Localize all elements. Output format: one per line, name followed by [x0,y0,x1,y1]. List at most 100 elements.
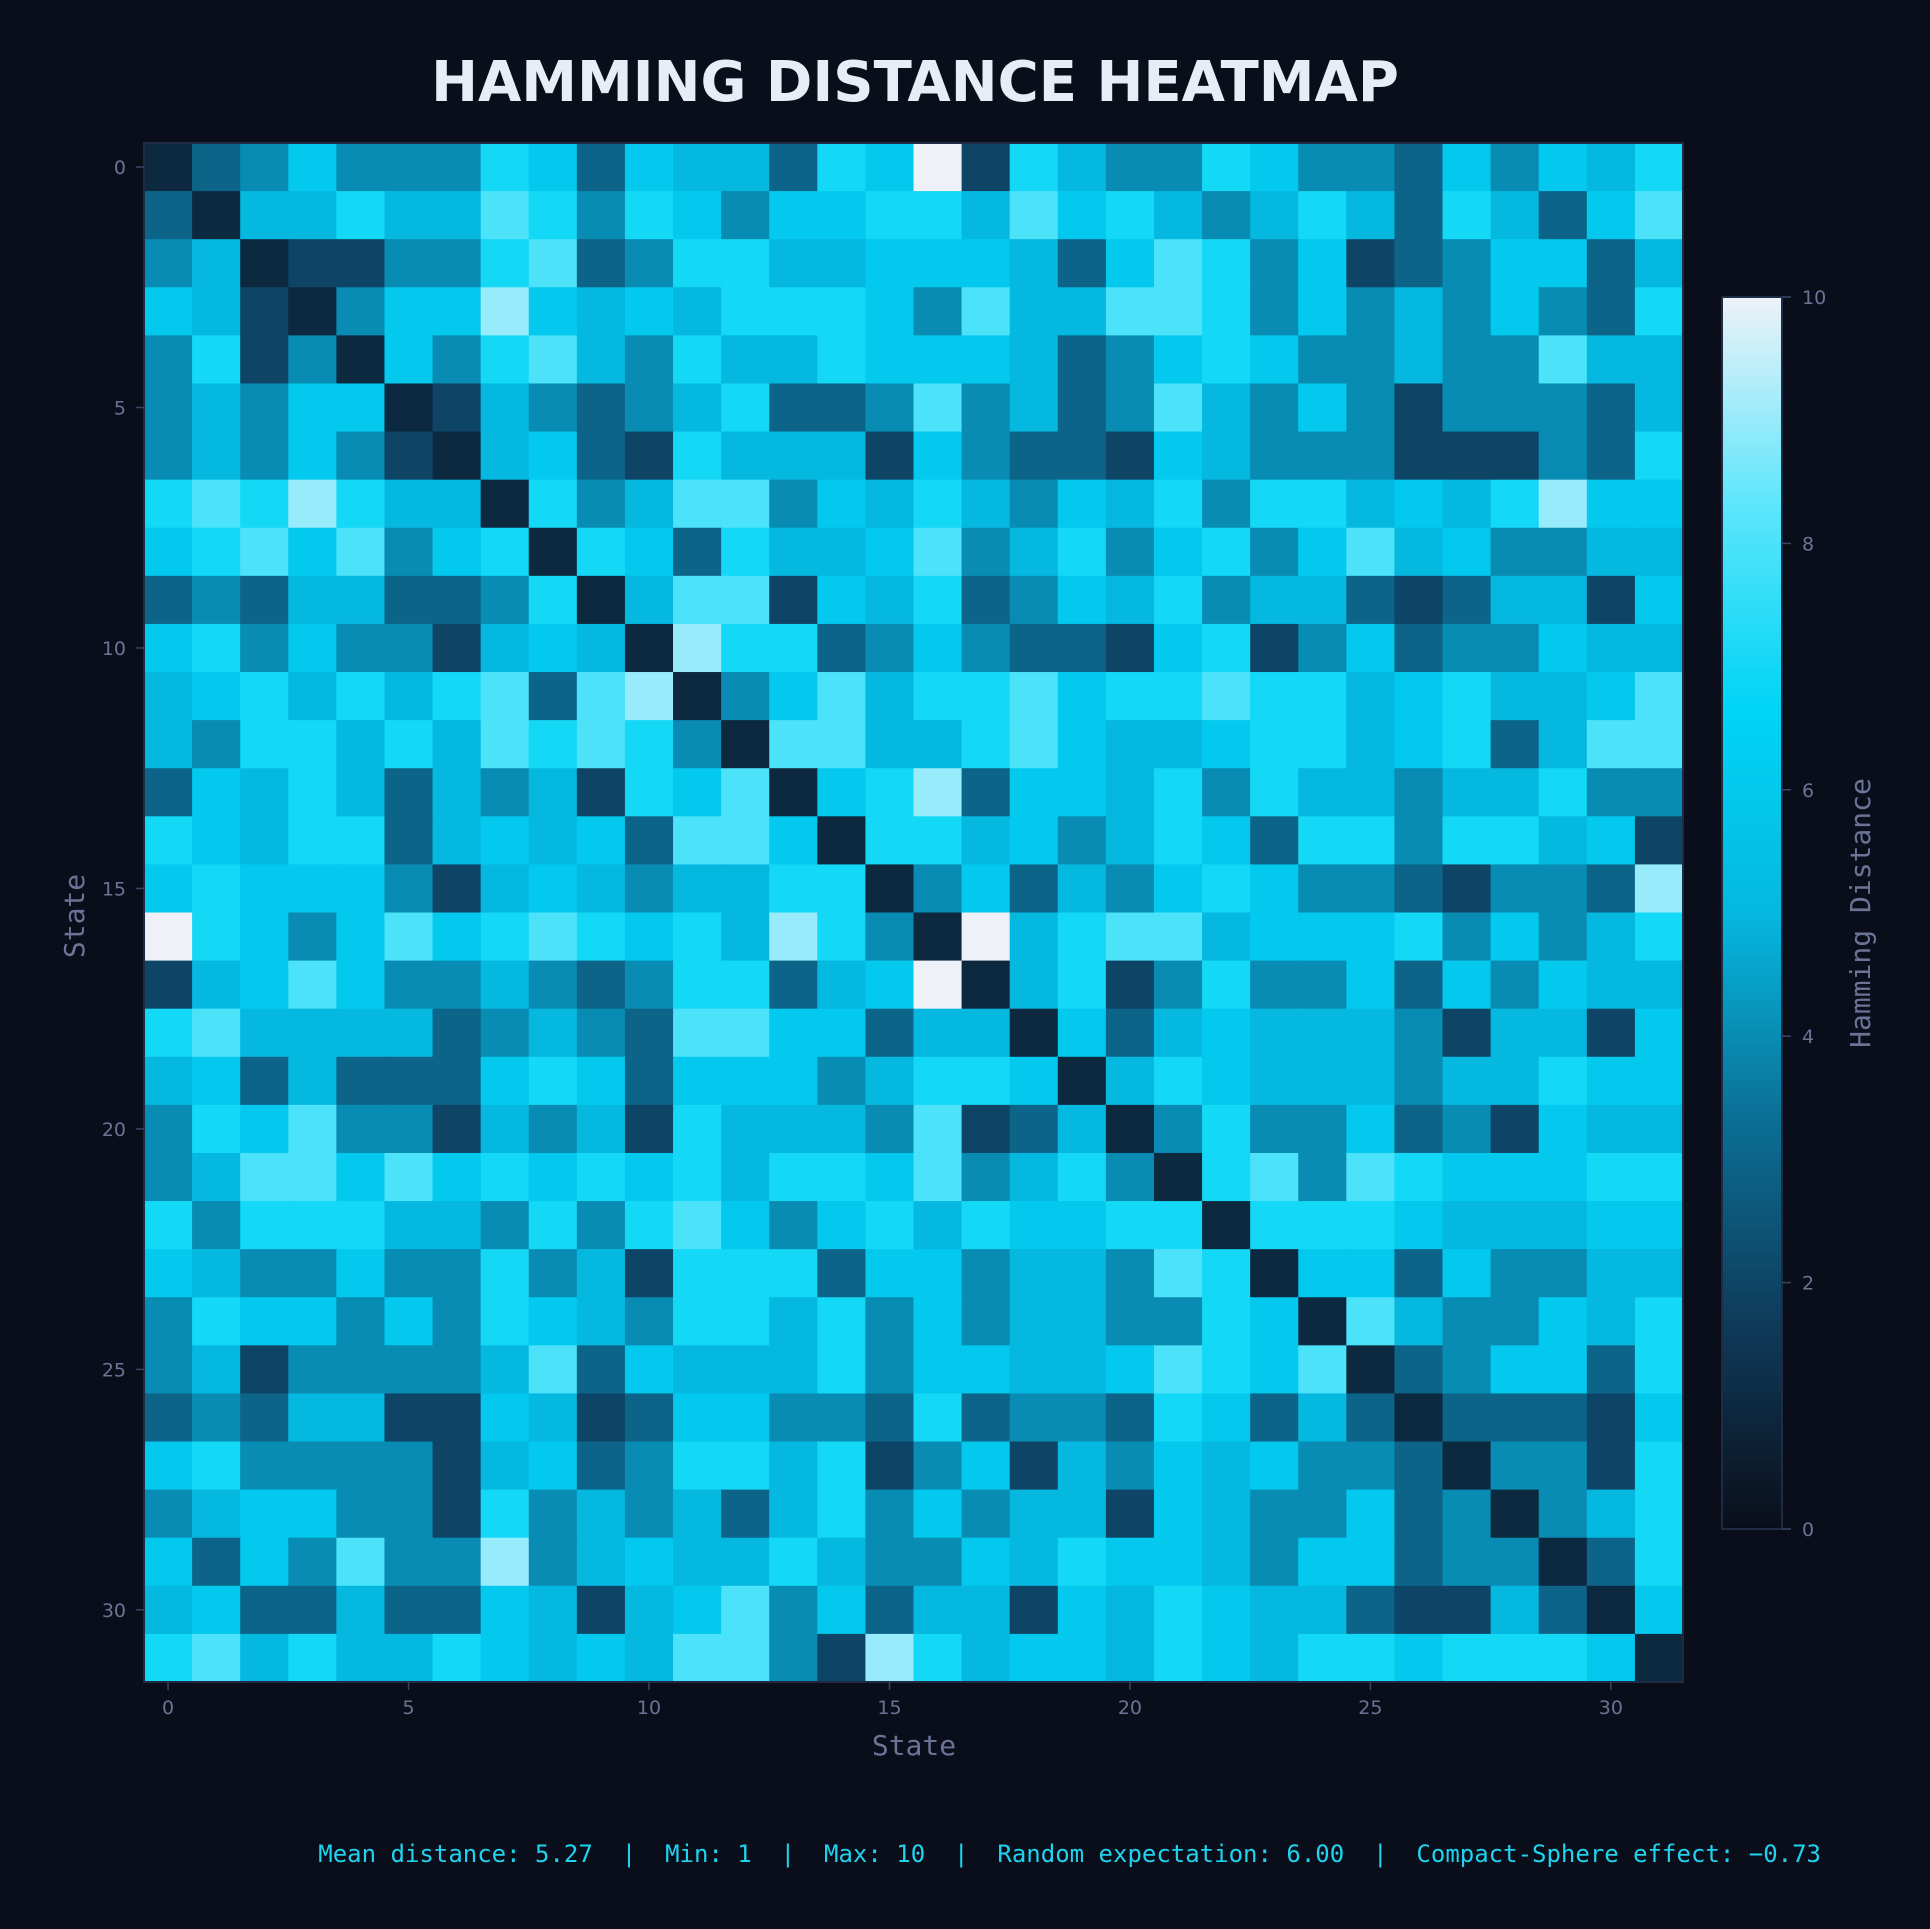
heatmap-cell [817,816,866,865]
heatmap-cell [1250,287,1299,336]
heatmap-cell [1009,1489,1059,1539]
heatmap-cell [480,816,530,865]
heatmap-cell [1057,1104,1107,1154]
heatmap-cell [1490,1585,1540,1635]
heatmap-cell [1202,1345,1251,1395]
heatmap-cell [865,1345,915,1395]
heatmap-cell [1538,431,1588,481]
heatmap-cell [913,527,963,577]
heatmap-cell [1057,1008,1107,1058]
heatmap-cell [1009,768,1059,817]
heatmap-cell [528,1104,578,1154]
heatmap-cell [384,672,434,721]
heatmap-cell [1346,191,1396,240]
heatmap-cell [384,1008,434,1058]
heatmap-cell [865,672,915,721]
heatmap-cell [1009,1201,1059,1250]
heatmap-cell [1298,287,1347,336]
heatmap-cell [624,575,674,625]
heatmap-cell [384,1441,434,1491]
heatmap-cell [1153,383,1203,433]
heatmap-cell [721,720,770,769]
heatmap-cell [721,575,770,625]
heatmap-cell [1250,1489,1299,1539]
heatmap-cell [528,1633,578,1683]
heatmap-cell [721,816,770,865]
heatmap-cell [721,479,770,529]
heatmap-cell [1346,383,1396,433]
heatmap-cell [432,383,482,433]
heatmap-cell [1634,239,1684,288]
heatmap-cell [192,623,241,673]
heatmap-cell [576,1056,626,1106]
heatmap-cell [1057,1441,1107,1491]
heatmap-cell [673,1056,722,1106]
heatmap-cell [1105,1633,1155,1683]
heatmap-cell [240,1056,289,1106]
heatmap-cell [913,623,963,673]
heatmap-cell [1538,527,1588,577]
heatmap-cell [624,1345,674,1395]
heatmap-cell [865,1585,915,1635]
heatmap-cell [288,1393,337,1443]
heatmap-cell [1394,623,1444,673]
heatmap-cell [576,287,626,336]
heatmap-cell [480,1489,530,1539]
heatmap-cell [1105,816,1155,865]
x-tick-label: 15 [877,1697,901,1719]
heatmap-cell [769,672,818,721]
heatmap-cell [1442,191,1492,240]
heatmap-cell [1442,816,1492,865]
heatmap-cell [1586,479,1636,529]
heatmap-cell [528,1056,578,1106]
heatmap-cell [817,960,866,1010]
heatmap-cell [1009,864,1059,914]
heatmap-cell [240,768,289,817]
heatmap-cell [192,1489,241,1539]
heatmap-cell [1250,816,1299,865]
heatmap-cell [624,672,674,721]
heatmap-cell [769,1008,818,1058]
heatmap-cell [1202,720,1251,769]
heatmap-cell [769,1585,818,1635]
heatmap-cell [1153,1056,1203,1106]
heatmap-cell [240,143,289,192]
heatmap-cell [288,1201,337,1250]
heatmap-cell [1105,623,1155,673]
heatmap-cell [624,287,674,336]
heatmap-cell [576,575,626,625]
heatmap-cell [432,912,482,962]
heatmap-cell [576,431,626,481]
heatmap-cell [673,1633,722,1683]
heatmap-cell [1153,1345,1203,1395]
heatmap-cell [1586,1008,1636,1058]
heatmap-cell [240,912,289,962]
heatmap-cell [384,191,434,240]
heatmap-cell [432,672,482,721]
heatmap-cell [817,768,866,817]
heatmap-cell [769,335,818,385]
heatmap-cell [817,383,866,433]
heatmap-cell [673,143,722,192]
heatmap-cell [1202,143,1251,192]
heatmap-cell [1538,1345,1588,1395]
heatmap-cell [1057,816,1107,865]
heatmap-cell [1490,1537,1540,1587]
heatmap-cell [1009,1249,1059,1298]
heatmap-cell [769,1345,818,1395]
heatmap-cell [721,768,770,817]
heatmap-cell [865,1489,915,1539]
heatmap-cell [1442,143,1492,192]
heatmap-cell [961,1441,1011,1491]
heatmap-cell [1346,1393,1396,1443]
heatmap-cell [817,287,866,336]
heatmap-cell [1298,1585,1347,1635]
heatmap-cell [1442,1104,1492,1154]
heatmap-cell [1538,1104,1588,1154]
heatmap-cell [240,1489,289,1539]
heatmap-cell [288,1056,337,1106]
heatmap-cell [1298,1393,1347,1443]
heatmap-cell [1538,1441,1588,1491]
heatmap-cell [1057,1056,1107,1106]
heatmap-cell [1394,1441,1444,1491]
